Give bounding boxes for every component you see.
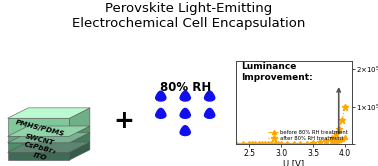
Legend: before 80% RH treatment, after 80% RH treatment: before 80% RH treatment, after 80% RH tr…: [268, 130, 349, 142]
Polygon shape: [69, 132, 90, 152]
X-axis label: U [V]: U [V]: [284, 159, 304, 166]
after 80% RH treatment: [273, 143, 277, 145]
before 80% RH treatment: [256, 143, 261, 145]
Text: =: =: [237, 109, 257, 133]
Text: CsPbBr₃: CsPbBr₃: [23, 141, 56, 155]
after 80% RH treatment: [240, 143, 245, 145]
after 80% RH treatment: [343, 106, 347, 108]
before 80% RH treatment: [336, 139, 341, 141]
after 80% RH treatment: [340, 119, 344, 121]
Polygon shape: [8, 118, 69, 136]
before 80% RH treatment: [253, 143, 258, 145]
before 80% RH treatment: [304, 143, 309, 145]
after 80% RH treatment: [311, 142, 315, 144]
after 80% RH treatment: [291, 143, 296, 145]
Polygon shape: [180, 108, 191, 118]
after 80% RH treatment: [256, 143, 261, 145]
Polygon shape: [69, 142, 90, 160]
before 80% RH treatment: [266, 143, 271, 145]
before 80% RH treatment: [250, 143, 254, 145]
before 80% RH treatment: [263, 143, 267, 145]
before 80% RH treatment: [276, 143, 280, 145]
after 80% RH treatment: [269, 143, 274, 145]
after 80% RH treatment: [279, 143, 284, 145]
Polygon shape: [180, 126, 191, 136]
before 80% RH treatment: [298, 143, 302, 145]
after 80% RH treatment: [253, 143, 258, 145]
before 80% RH treatment: [273, 143, 277, 145]
after 80% RH treatment: [298, 143, 302, 145]
Polygon shape: [8, 142, 90, 152]
Polygon shape: [8, 152, 69, 160]
Polygon shape: [156, 91, 166, 101]
Text: PMHS/PDMS: PMHS/PDMS: [14, 119, 65, 137]
Line: before 80% RH treatment: before 80% RH treatment: [234, 135, 347, 147]
before 80% RH treatment: [340, 138, 344, 140]
Line: after 80% RH treatment: after 80% RH treatment: [233, 104, 348, 148]
Polygon shape: [180, 91, 191, 101]
Polygon shape: [8, 132, 90, 143]
Text: SWCNT: SWCNT: [25, 134, 55, 147]
before 80% RH treatment: [247, 143, 251, 145]
Text: ITO: ITO: [32, 152, 47, 161]
before 80% RH treatment: [285, 143, 290, 145]
before 80% RH treatment: [260, 143, 264, 145]
Text: 80% RH: 80% RH: [160, 81, 211, 94]
before 80% RH treatment: [291, 143, 296, 145]
Polygon shape: [204, 91, 215, 101]
after 80% RH treatment: [247, 143, 251, 145]
after 80% RH treatment: [250, 143, 254, 145]
after 80% RH treatment: [276, 143, 280, 145]
Polygon shape: [156, 108, 166, 118]
after 80% RH treatment: [304, 143, 309, 145]
after 80% RH treatment: [285, 143, 290, 145]
before 80% RH treatment: [240, 143, 245, 145]
after 80% RH treatment: [330, 137, 335, 139]
before 80% RH treatment: [311, 143, 315, 145]
Polygon shape: [204, 108, 215, 118]
Text: Perovskite Light-Emitting
Electrochemical Cell Encapsulation: Perovskite Light-Emitting Electrochemica…: [72, 2, 306, 30]
before 80% RH treatment: [324, 142, 328, 144]
Polygon shape: [8, 136, 69, 143]
after 80% RH treatment: [234, 143, 239, 145]
after 80% RH treatment: [260, 143, 264, 145]
before 80% RH treatment: [333, 140, 338, 142]
after 80% RH treatment: [333, 133, 338, 135]
before 80% RH treatment: [343, 136, 347, 138]
Polygon shape: [8, 126, 90, 136]
after 80% RH treatment: [266, 143, 271, 145]
before 80% RH treatment: [317, 142, 322, 144]
after 80% RH treatment: [317, 141, 322, 143]
Polygon shape: [8, 108, 90, 118]
after 80% RH treatment: [336, 128, 341, 130]
before 80% RH treatment: [279, 143, 284, 145]
before 80% RH treatment: [234, 143, 239, 145]
after 80% RH treatment: [263, 143, 267, 145]
before 80% RH treatment: [269, 143, 274, 145]
before 80% RH treatment: [330, 141, 335, 143]
after 80% RH treatment: [324, 140, 328, 142]
Polygon shape: [69, 126, 90, 143]
Text: +: +: [113, 109, 134, 133]
Polygon shape: [69, 108, 90, 136]
Polygon shape: [8, 143, 69, 152]
Text: Luminance
Improvement:: Luminance Improvement:: [241, 62, 313, 82]
